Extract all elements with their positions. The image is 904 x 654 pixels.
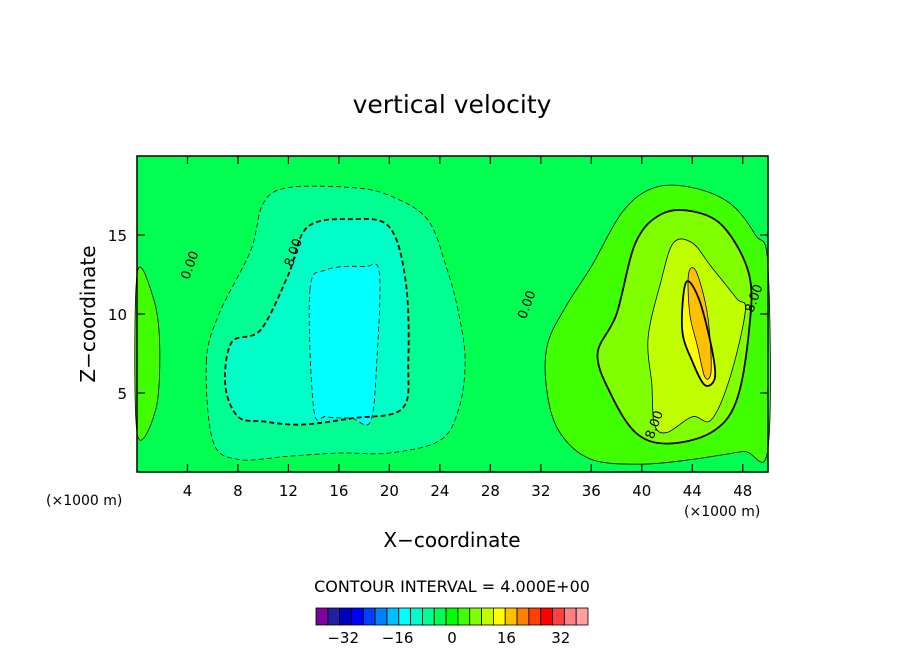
colorbar-swatch xyxy=(398,607,412,626)
x-tick-label: 40 xyxy=(632,482,651,500)
plot-area: 0.00 8.000.00 8.008.00 xyxy=(134,155,771,473)
colorbar-swatch xyxy=(504,607,518,626)
x-tick-label: 44 xyxy=(683,482,702,500)
colorbar-swatch xyxy=(445,607,459,626)
y-axis-title: Z−coordinate xyxy=(76,245,100,382)
colorbar-swatch xyxy=(327,607,341,626)
contour-line xyxy=(544,184,771,465)
colorbar-swatch xyxy=(315,607,329,626)
contour-region xyxy=(688,267,712,380)
colorbar: −32 −16 0 16 32 xyxy=(315,607,589,647)
colorbar-swatch xyxy=(481,607,494,626)
x-tick-label: 32 xyxy=(531,482,550,500)
x-axis-title: X−coordinate xyxy=(383,528,520,552)
contour-line xyxy=(687,267,712,380)
x-tick-label: 12 xyxy=(279,482,298,500)
contour-interval-text: CONTOUR INTERVAL = 4.000E+00 xyxy=(314,577,590,596)
x-axis: 4 8 12 16 20 24 28 32 36 40 44 48 xyxy=(183,156,752,500)
colorbar-swatch xyxy=(351,607,364,626)
x-tick-label: 28 xyxy=(481,482,500,500)
y-unit-label: (×1000 m) xyxy=(46,493,122,509)
y-tick-label: 10 xyxy=(108,306,127,324)
colorbar-swatch xyxy=(552,607,565,626)
colorbar-swatch xyxy=(457,607,471,626)
contour-line xyxy=(134,266,161,441)
x-unit-label: (×1000 m) xyxy=(684,504,760,520)
contour-line xyxy=(224,218,410,426)
colorbar-swatch xyxy=(492,607,506,626)
colorbar-swatch xyxy=(516,607,530,626)
colorbar-swatch xyxy=(339,607,352,626)
y-tick-label: 5 xyxy=(117,385,127,403)
colorbar-swatch xyxy=(410,607,423,626)
colorbar-tick-label: −32 xyxy=(327,629,359,647)
contour-line xyxy=(647,238,746,434)
colorbar-tick-label: −16 xyxy=(382,629,414,647)
y-axis: 5 10 15 xyxy=(108,227,768,403)
colorbar-swatch xyxy=(540,607,553,626)
colorbar-tick-label: 0 xyxy=(447,629,457,647)
x-tick-label: 48 xyxy=(733,482,752,500)
colorbar-swatch xyxy=(528,607,542,626)
colorbar-swatch xyxy=(362,607,376,626)
colorbar-swatch xyxy=(469,607,482,626)
chart-title: vertical velocity xyxy=(353,90,552,119)
x-tick-label: 4 xyxy=(183,482,193,500)
contour-line xyxy=(308,263,381,426)
colorbar-swatch xyxy=(575,607,589,626)
contour-region xyxy=(134,267,160,441)
colorbar-swatch xyxy=(386,607,400,626)
contour-line xyxy=(681,280,717,387)
colorbar-swatch xyxy=(374,607,388,626)
x-tick-label: 20 xyxy=(380,482,399,500)
colorbar-swatch xyxy=(422,607,435,626)
colorbar-tick-label: 32 xyxy=(551,629,570,647)
x-tick-label: 24 xyxy=(430,482,449,500)
contour-line xyxy=(596,209,753,445)
colorbar-swatch xyxy=(563,607,577,626)
x-tick-label: 16 xyxy=(329,482,348,500)
x-tick-label: 8 xyxy=(233,482,243,500)
y-tick-label: 15 xyxy=(108,227,127,245)
contour-line xyxy=(205,185,466,461)
colorbar-tick-label: 16 xyxy=(497,629,516,647)
contour-region xyxy=(309,263,381,426)
colorbar-swatch xyxy=(433,607,447,626)
x-tick-label: 36 xyxy=(582,482,601,500)
